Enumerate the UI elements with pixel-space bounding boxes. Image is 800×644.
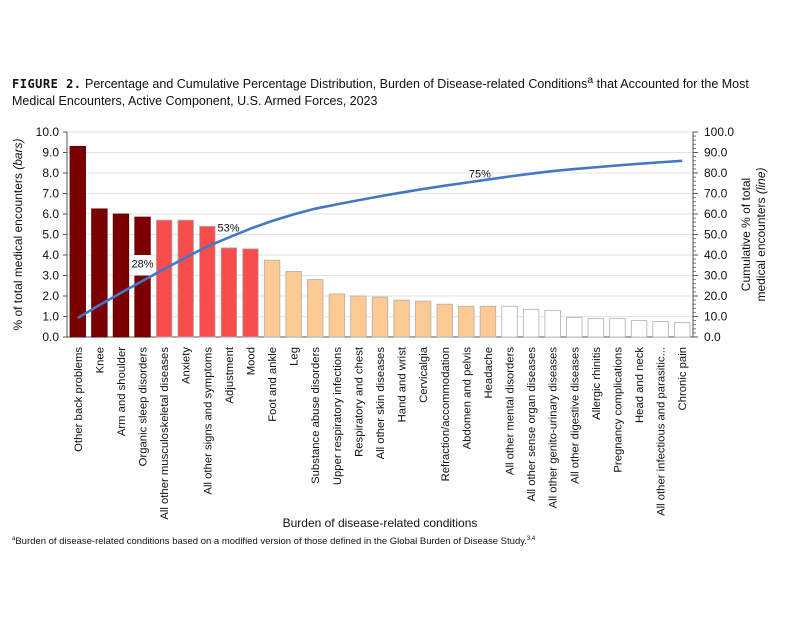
bar [501, 305, 518, 338]
bar [112, 213, 130, 338]
x-tick-label: Refraction/accommodation [440, 347, 452, 481]
bar [522, 308, 540, 338]
y2-tick-label: 80.0 [704, 166, 728, 180]
y-tick-label: 0.0 [42, 330, 59, 344]
y2-tick-label: 60.0 [704, 207, 728, 221]
y2-tick-label: 100.0 [704, 125, 734, 139]
y2-tick-label: 40.0 [704, 248, 728, 262]
chart-title: FIGURE 2. Percentage and Cumulative Perc… [12, 75, 749, 109]
bar [69, 145, 86, 338]
x-tick-label: All other infectious and parasitic... [656, 347, 668, 516]
bar [393, 299, 410, 338]
x-tick-label: Abdomen and pelvis [461, 347, 473, 450]
x-tick-label: Leg [289, 347, 301, 366]
x-tick-label: All other mental disorders [505, 347, 517, 475]
bar [652, 321, 669, 338]
y-tick-label: 6.0 [42, 207, 59, 221]
y-tick-label: 9.0 [42, 146, 59, 160]
y-tick-label: 3.0 [42, 269, 59, 283]
x-tick-label: Headache [483, 347, 495, 399]
bar [155, 219, 173, 338]
y-tick-label: 1.0 [42, 310, 59, 324]
x-tick-label: Knee [94, 347, 106, 373]
bar [587, 318, 605, 338]
bar [630, 320, 648, 338]
x-tick-label: All other skin diseases [375, 347, 387, 460]
bar [371, 296, 389, 338]
x-tick-label: All other signs and symptoms [202, 347, 214, 495]
bar [350, 295, 367, 338]
x-tick-label: All other genito-urinary diseases [548, 347, 560, 509]
x-tick-label: Chronic pain [677, 347, 689, 410]
y-axis-title: % of total medical encounters (bars) [11, 138, 25, 330]
x-tick-label: All other musculoskeletal diseases [159, 347, 171, 520]
x-tick-label: Organic sleep disorders [138, 347, 150, 467]
y2-axis-title-line2: medical encounters (line) [754, 167, 768, 301]
bar [285, 270, 302, 338]
y2-tick-label: 90.0 [704, 146, 728, 160]
x-tick-label: Allergic rhinitis [591, 347, 603, 420]
x-tick-label: All other sense organ diseases [526, 347, 538, 502]
bar [436, 303, 453, 338]
x-tick-label: Other back problems [73, 347, 85, 452]
bar [458, 305, 475, 338]
y2-tick-label: 70.0 [704, 187, 728, 201]
bar [609, 318, 626, 338]
y-tick-label: 4.0 [42, 248, 59, 262]
x-tick-label: Arm and shoulder [116, 347, 128, 436]
label-background [133, 255, 152, 276]
x-tick-label: Adjustment [224, 346, 236, 403]
bar [566, 317, 583, 338]
x-tick-label: Upper respiratory infections [332, 347, 344, 485]
bar [307, 279, 324, 338]
cumulative-annotation: 28% [132, 258, 154, 270]
x-tick-label: Anxiety [181, 347, 193, 384]
x-tick-label: Cervicalgia [418, 346, 430, 403]
bar [415, 300, 432, 338]
y2-axis-title-line1: Cumulative % of total [739, 178, 753, 291]
y2-tick-label: 10.0 [704, 310, 728, 324]
bar [263, 259, 281, 338]
x-tick-label: Respiratory and chest [353, 346, 365, 457]
cumulative-annotation: 75% [469, 169, 491, 181]
cumulative-line [77, 159, 683, 320]
x-tick-label: Substance abuse disorders [310, 347, 322, 484]
x-tick-label: Hand and wrist [397, 346, 409, 422]
bar [544, 309, 561, 338]
y2-tick-label: 30.0 [704, 269, 728, 283]
y2-tick-label: 20.0 [704, 289, 728, 303]
x-tick-label: Mood [245, 347, 257, 375]
y2-tick-label: 50.0 [704, 228, 728, 242]
cumulative-annotation: 53% [217, 223, 239, 235]
x-tick-label: All other digestive diseases [569, 347, 581, 484]
y2-tick-label: 0.0 [704, 330, 721, 344]
y-tick-label: 7.0 [42, 187, 59, 201]
bar [91, 208, 108, 338]
y-tick-label: 2.0 [42, 289, 59, 303]
y-tick-label: 8.0 [42, 166, 59, 180]
bar [242, 248, 259, 338]
bar [177, 219, 194, 338]
bar [479, 305, 497, 338]
bar [674, 322, 691, 338]
x-axis-title: Burden of disease-related conditions [283, 516, 478, 530]
figure-label: FIGURE 2. [12, 77, 82, 92]
y-tick-label: 5.0 [42, 228, 59, 242]
x-tick-label: Head and neck [634, 347, 646, 423]
x-tick-label: Foot and ankle [267, 347, 279, 422]
bar [220, 247, 238, 338]
bar [328, 293, 345, 338]
footnote: aBurden of disease-related conditions ba… [12, 536, 536, 548]
x-tick-label: Pregnancy complications [612, 347, 624, 473]
y-tick-label: 10.0 [36, 125, 60, 139]
bar [199, 225, 216, 338]
